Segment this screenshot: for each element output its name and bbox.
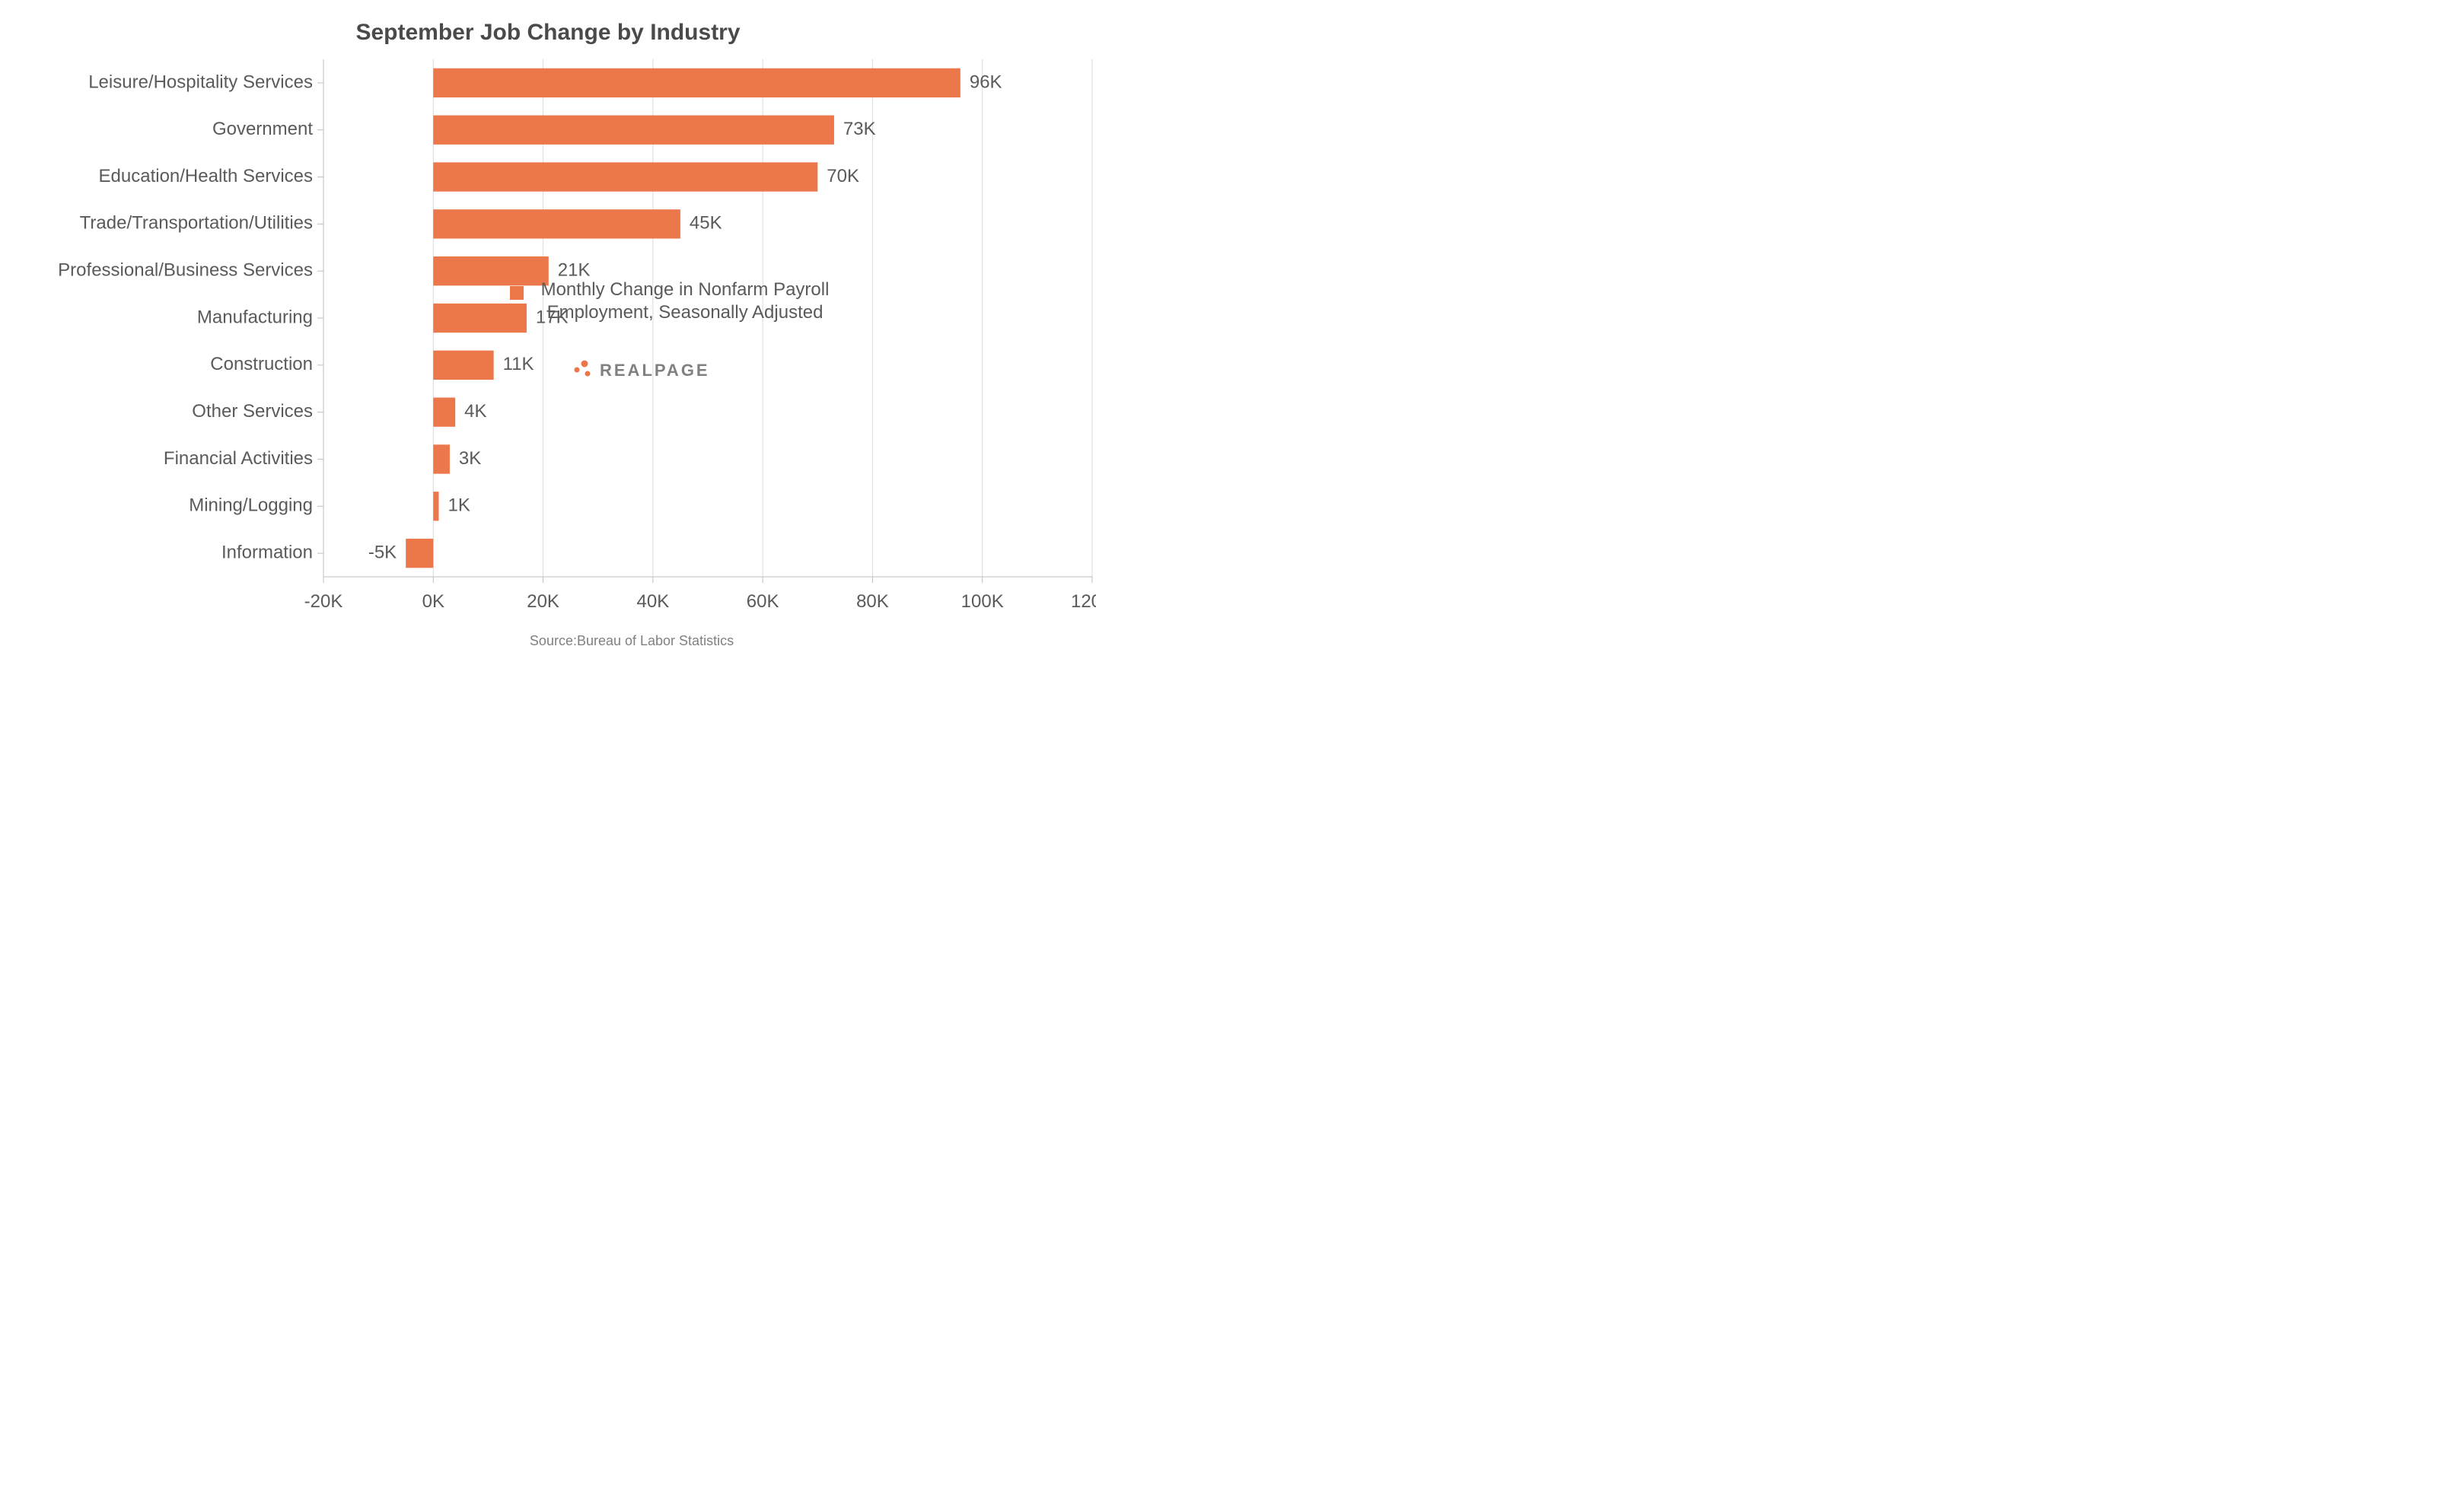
chart-title: September Job Change by Industry (15, 20, 1081, 46)
brand-dot-icon (575, 368, 580, 373)
bar (406, 539, 433, 568)
x-tick-label: 0K (422, 591, 444, 612)
chart-container: September Job Change by Industry Leisure… (0, 0, 1111, 689)
value-label: 45K (690, 213, 722, 234)
bar (433, 162, 817, 191)
x-tick-label: 40K (637, 591, 670, 612)
source-label: Source:Bureau of Labor Statistics (530, 633, 734, 648)
x-tick-label: 120K (1071, 591, 1096, 612)
x-tick-label: 20K (527, 591, 559, 612)
value-label: 70K (827, 166, 859, 186)
value-label: 21K (558, 260, 591, 281)
bar (433, 444, 450, 473)
legend-swatch (510, 286, 524, 300)
legend-text: Employment, Seasonally Adjusted (547, 302, 823, 323)
category-label: Education/Health Services (99, 166, 313, 186)
category-label: Financial Activities (164, 448, 313, 469)
bar (433, 351, 493, 380)
category-label: Professional/Business Services (58, 260, 313, 281)
category-label: Other Services (192, 401, 313, 422)
legend-text: Monthly Change in Nonfarm Payroll (541, 279, 830, 300)
brand-dot-icon (581, 361, 588, 368)
value-label: -5K (368, 542, 397, 562)
value-label: 3K (459, 448, 481, 469)
category-label: Leisure/Hospitality Services (88, 72, 313, 92)
brand-text: REALPAGE (600, 361, 710, 380)
chart-plot: Leisure/Hospitality Services 96K Governmen… (15, 59, 1096, 683)
value-label: 11K (503, 354, 534, 374)
x-tick-label: 100K (961, 591, 1004, 612)
bar (433, 492, 438, 520)
bar (433, 256, 549, 285)
bar (433, 68, 960, 97)
value-label: 96K (970, 72, 1002, 92)
category-label: Construction (210, 354, 313, 374)
x-tick-label: 60K (747, 591, 779, 612)
x-tick-label: -20K (304, 591, 343, 612)
bar (433, 116, 834, 145)
category-label: Mining/Logging (189, 495, 313, 516)
value-label: 73K (843, 119, 876, 139)
category-label: Information (221, 542, 313, 562)
brand-dot-icon (585, 371, 591, 377)
category-label: Manufacturing (197, 307, 313, 327)
category-label: Government (212, 119, 313, 139)
category-label: Trade/Transportation/Utilities (80, 213, 313, 234)
bar (433, 397, 455, 426)
bar (433, 209, 680, 238)
value-label: 4K (464, 401, 486, 422)
bar (433, 304, 527, 333)
x-tick-label: 80K (856, 591, 889, 612)
value-label: 1K (448, 495, 470, 516)
